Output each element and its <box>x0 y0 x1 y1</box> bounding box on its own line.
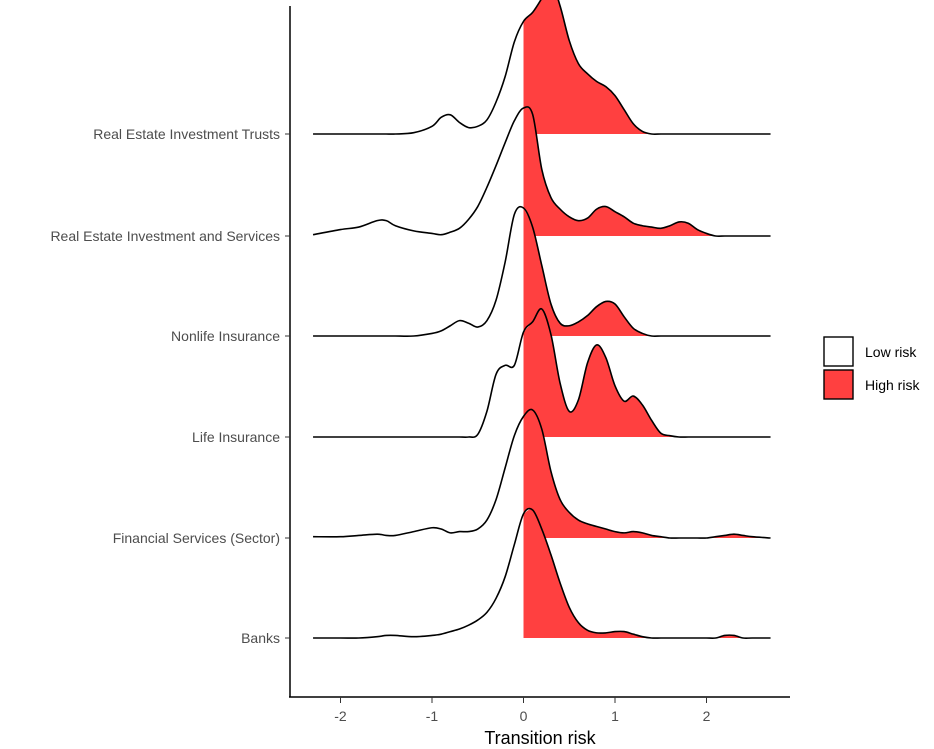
x-axis-ticks: -2 -1 0 1 2 <box>334 697 711 724</box>
density-outline <box>312 106 771 237</box>
x-tick-label: -2 <box>334 708 347 724</box>
legend-label-low-risk: Low risk <box>865 344 917 360</box>
ridge-banks <box>313 507 771 639</box>
x-tick-label: 2 <box>703 708 711 724</box>
density-outline <box>313 0 771 135</box>
x-axis-title: Transition risk <box>484 728 596 748</box>
legend: Low risk High risk <box>823 336 920 400</box>
high-risk-area <box>523 107 771 237</box>
category-label: Financial Services (Sector) <box>113 530 280 546</box>
high-risk-area <box>523 509 771 639</box>
legend-key-low-risk <box>823 336 854 367</box>
ridge-life-insurance <box>313 307 771 438</box>
category-label: Nonlife Insurance <box>171 328 280 344</box>
high-risk-area <box>523 308 771 438</box>
x-tick-label: 0 <box>520 708 528 724</box>
density-outline <box>313 205 771 337</box>
ridge-real-estate-investment-trusts <box>313 0 771 135</box>
x-tick-label: -1 <box>426 708 439 724</box>
ridges-group <box>312 0 771 639</box>
category-labels: Real Estate Investment Trusts Real Estate… <box>50 126 290 646</box>
high-risk-area <box>523 409 771 539</box>
density-outline <box>313 307 771 438</box>
category-label: Real Estate Investment and Services <box>50 228 280 244</box>
category-label: Life Insurance <box>192 429 280 445</box>
ridge-real-estate-investment-and-services <box>312 106 771 237</box>
density-outline <box>313 507 771 639</box>
density-outline <box>313 408 771 539</box>
legend-label-high-risk: High risk <box>865 377 920 393</box>
x-tick-label: 1 <box>611 708 619 724</box>
category-label: Real Estate Investment Trusts <box>93 126 280 142</box>
high-risk-area <box>523 0 771 135</box>
legend-key-high-risk <box>823 369 854 400</box>
ridge-financial-services-sector <box>313 408 771 539</box>
category-label: Banks <box>241 630 280 646</box>
